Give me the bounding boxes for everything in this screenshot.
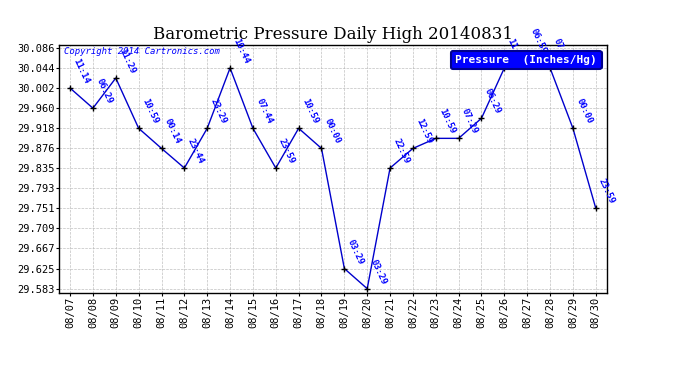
Text: 06:29: 06:29	[95, 77, 114, 105]
Text: 00:00: 00:00	[323, 117, 342, 146]
Text: 00:00: 00:00	[574, 98, 594, 126]
Text: 23:44: 23:44	[186, 137, 205, 165]
Text: 07:14: 07:14	[551, 37, 571, 65]
Text: 22:59: 22:59	[391, 137, 411, 165]
Text: 06:59: 06:59	[529, 27, 548, 55]
Text: 23:59: 23:59	[597, 177, 617, 206]
Text: 11:14: 11:14	[72, 57, 91, 85]
Text: 10:44: 10:44	[231, 37, 251, 65]
Text: 00:14: 00:14	[163, 117, 182, 146]
Text: 23:59: 23:59	[277, 137, 297, 165]
Text: 10:59: 10:59	[140, 98, 159, 126]
Text: 03:29: 03:29	[346, 238, 365, 266]
Text: 12:59: 12:59	[414, 117, 434, 146]
Text: Copyright 2014 Cartronics.com: Copyright 2014 Cartronics.com	[64, 48, 220, 57]
Text: 07:29: 07:29	[460, 107, 480, 136]
Text: 11:29: 11:29	[117, 47, 137, 75]
Text: 07:44: 07:44	[255, 98, 274, 126]
Text: 10:59: 10:59	[300, 98, 319, 126]
Text: 23:29: 23:29	[208, 98, 228, 126]
Text: 11:14: 11:14	[506, 37, 525, 65]
Title: Barometric Pressure Daily High 20140831: Barometric Pressure Daily High 20140831	[153, 27, 513, 44]
Legend: Pressure  (Inches/Hg): Pressure (Inches/Hg)	[451, 51, 602, 69]
Text: 06:29: 06:29	[483, 87, 502, 116]
Text: 10:59: 10:59	[437, 107, 457, 136]
Text: 03:29: 03:29	[368, 258, 388, 286]
